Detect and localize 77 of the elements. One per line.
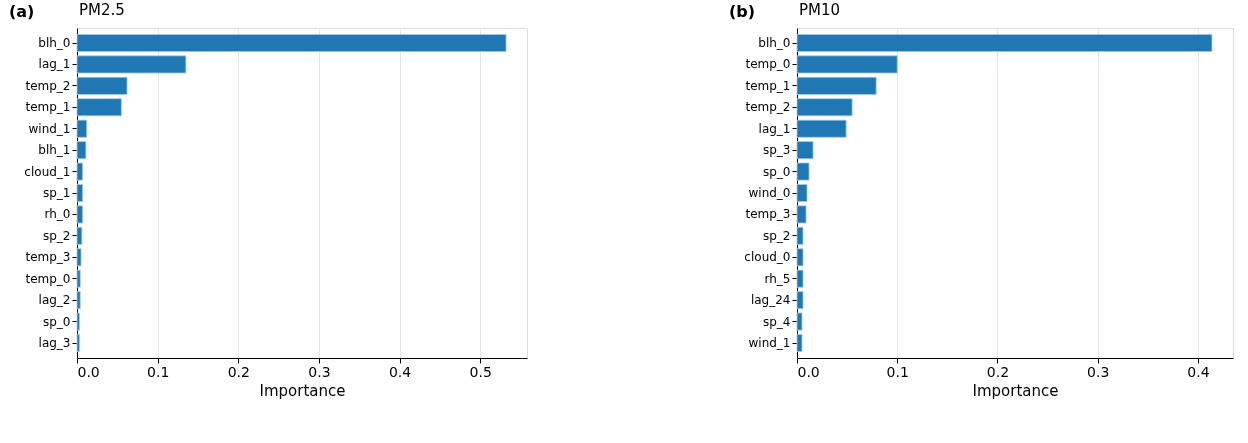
bar — [796, 119, 847, 138]
bar — [76, 248, 82, 267]
x-tick-label: 0.2 — [986, 363, 1010, 380]
bar — [76, 55, 187, 74]
bar — [796, 226, 804, 245]
bar — [796, 162, 810, 181]
y-tick-label: temp_0 — [745, 57, 791, 72]
bar — [76, 205, 84, 224]
y-tick-label: cloud_0 — [744, 250, 791, 265]
x-tick-label: 0.1 — [886, 363, 909, 380]
x-tick-label: 0.5 — [469, 363, 492, 380]
y-tick-label: sp_2 — [762, 228, 791, 243]
y-tick-label: sp_2 — [42, 228, 71, 243]
bar — [796, 34, 1213, 52]
y-tick-label: sp_0 — [762, 164, 791, 179]
bar — [76, 76, 128, 95]
bar — [76, 226, 83, 245]
chart-title: PM10 — [799, 1, 841, 19]
x-axis-title: Importance — [972, 381, 1059, 400]
y-tick-label: lag_2 — [38, 293, 71, 308]
bar — [796, 312, 803, 331]
y-tick-label: sp_3 — [762, 143, 791, 158]
text: (b) — [729, 2, 756, 21]
bar — [76, 119, 88, 138]
bar — [796, 55, 898, 74]
y-tick-label: cloud_1 — [24, 164, 71, 179]
y-tick-label: sp_4 — [762, 314, 791, 329]
x-tick-label: 0.3 — [1087, 363, 1110, 380]
y-tick-label: temp_1 — [25, 100, 71, 115]
bar — [76, 162, 84, 181]
y-tick-label: temp_2 — [25, 78, 71, 93]
bar — [76, 184, 84, 202]
bar — [76, 334, 80, 352]
bar — [796, 248, 804, 267]
y-tick-label: lag_1 — [38, 57, 71, 72]
y-tick-label: temp_3 — [745, 207, 791, 222]
y-tick-label: temp_1 — [745, 78, 791, 93]
x-tick-label: 0.0 — [77, 363, 100, 380]
bar — [76, 34, 507, 52]
bar — [796, 291, 804, 310]
bar — [796, 205, 807, 224]
x-tick-label: 0.4 — [388, 363, 412, 380]
bar — [796, 98, 853, 117]
x-axis-title: Importance — [259, 381, 346, 400]
text: (a) — [9, 2, 35, 21]
y-tick-label: rh_5 — [764, 271, 791, 286]
bar — [796, 334, 803, 352]
y-tick-label: sp_1 — [42, 186, 71, 200]
y-tick-label: wind_0 — [748, 186, 791, 200]
bar — [796, 141, 814, 160]
y-tick-label: rh_0 — [44, 207, 71, 222]
y-tick-label: blh_0 — [758, 36, 791, 50]
y-tick-label: lag_24 — [750, 293, 791, 308]
x-tick-label: 0.2 — [227, 363, 250, 380]
bar — [76, 312, 80, 331]
y-tick-label: temp_2 — [745, 100, 791, 115]
chart-title: PM2.5 — [79, 1, 125, 19]
bar — [76, 291, 81, 310]
bar — [796, 269, 804, 288]
bar — [76, 141, 87, 160]
y-tick-label: wind_1 — [748, 336, 791, 350]
y-tick-label: wind_1 — [28, 121, 71, 136]
bar — [76, 98, 122, 117]
x-tick-label: 0.1 — [147, 363, 170, 380]
y-tick-label: sp_0 — [42, 314, 71, 329]
y-tick-label: temp_3 — [25, 250, 71, 265]
y-tick-label: lag_1 — [758, 121, 791, 136]
y-tick-label: blh_0 — [38, 36, 71, 50]
bar — [796, 184, 808, 202]
y-tick-label: temp_0 — [25, 271, 71, 286]
bar — [76, 269, 81, 288]
y-tick-label: blh_1 — [38, 143, 71, 158]
x-tick-label: 0.3 — [308, 363, 331, 380]
y-tick-label: lag_3 — [38, 336, 71, 350]
x-tick-label: 0.4 — [1187, 363, 1210, 380]
x-tick-label: 0.0 — [797, 363, 820, 380]
bar — [796, 76, 877, 95]
